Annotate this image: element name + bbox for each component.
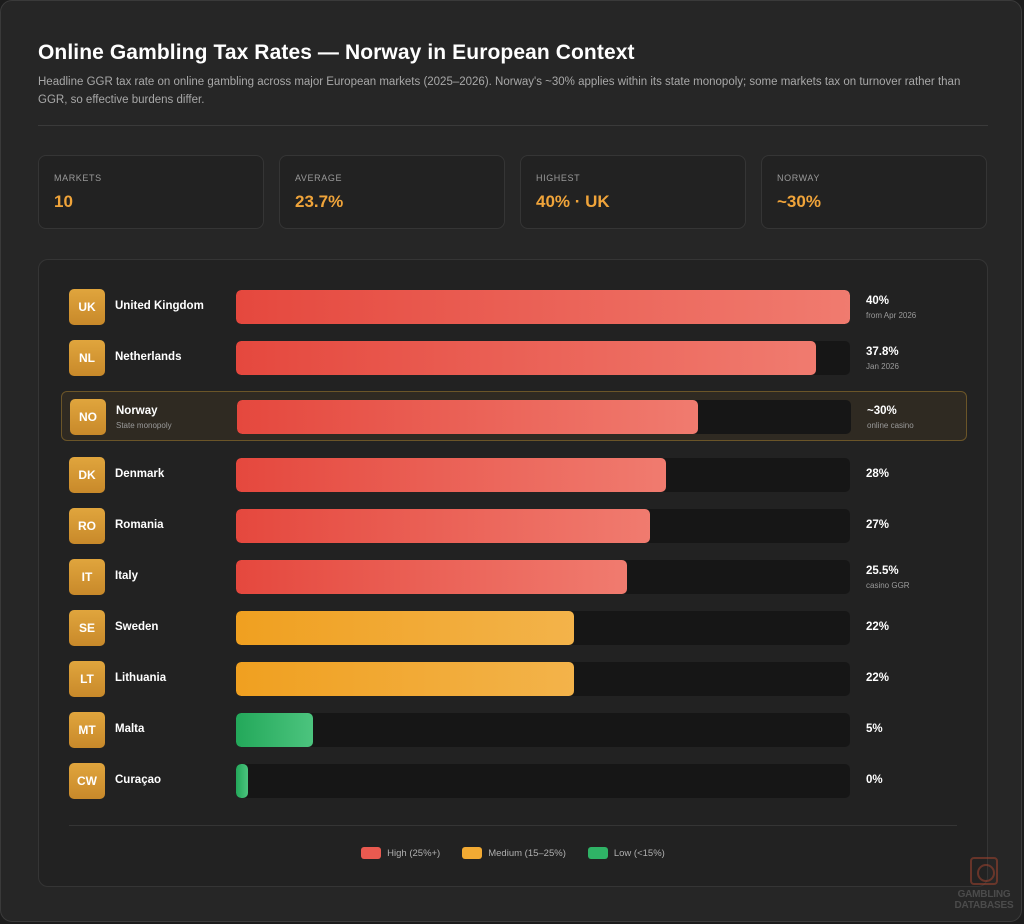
bar-row-no: NO Norway State monopoly ~30% online casino (61, 391, 967, 441)
bar-value-note: Jan 2026 (866, 362, 899, 371)
bar-row-nl: NL Netherlands 37.8% Jan 2026 (61, 333, 967, 383)
watermark-line-1: GAMBLING (957, 889, 1011, 900)
country-code-badge: DK (69, 457, 105, 493)
country-code-badge: RO (69, 508, 105, 544)
stat-card-norway: NORWAY ~30% (761, 155, 987, 229)
stat-value: 10 (54, 192, 73, 211)
stat-label: HIGHEST (536, 173, 581, 183)
legend-divider (69, 825, 957, 826)
bar-value-label: 37.8% (866, 346, 899, 358)
bar-track (236, 560, 850, 594)
country-name: Netherlands (115, 351, 182, 363)
country-name: Sweden (115, 621, 159, 633)
bar-lt (236, 662, 574, 696)
stat-value: 40% · UK (536, 192, 610, 211)
bar-row-ro: RO Romania 27% (61, 501, 967, 551)
country-code-badge: MT (69, 712, 105, 748)
bar-value-note: from Apr 2026 (866, 311, 917, 320)
bar-value-note: online casino (867, 421, 914, 430)
bar-track (236, 509, 850, 543)
bar-row-dk: DK Denmark 28% (61, 450, 967, 500)
bar-value-label: 40% (866, 295, 890, 307)
chart-title: Online Gambling Tax Rates — Norway in Eu… (38, 41, 635, 64)
legend-item-low: Low (<15%) (587, 845, 665, 861)
bar-nl (236, 341, 817, 375)
bar-row-cw: CW Curaçao 0% (61, 756, 967, 806)
stat-label: NORWAY (777, 173, 820, 183)
country-name: Romania (115, 519, 164, 531)
legend-label: Medium (15–25%) (488, 847, 566, 859)
header-divider (38, 125, 988, 126)
bar-value-label: 0% (866, 774, 883, 786)
bar-uk (236, 290, 850, 324)
country-name: Norway (116, 405, 158, 417)
roulette-icon (970, 857, 998, 885)
country-subnote: State monopoly (116, 421, 172, 430)
bar-row-mt: MT Malta 5% (61, 705, 967, 755)
country-code-badge: NO (70, 399, 106, 435)
bar-value-label: 28% (866, 468, 890, 480)
bar-track (236, 458, 850, 492)
bar-cw (236, 764, 248, 798)
bar-track (236, 290, 850, 324)
bar-row-lt: LT Lithuania 22% (61, 654, 967, 704)
country-code-badge: SE (69, 610, 105, 646)
bar-ro (236, 509, 651, 543)
bar-track (236, 764, 850, 798)
bar-value-label: 25.5% (866, 565, 899, 577)
stat-value: 23.7% (295, 192, 344, 211)
stat-label: MARKETS (54, 173, 102, 183)
country-code-badge: LT (69, 661, 105, 697)
watermark-line-2: DATABASES (954, 900, 1014, 911)
bar-value-label: 22% (866, 672, 890, 684)
country-code-badge: UK (69, 289, 105, 325)
legend-label: High (25%+) (387, 847, 441, 859)
legend-swatch (587, 847, 608, 859)
legend-swatch (462, 847, 483, 859)
bar-track (237, 400, 851, 434)
country-name: United Kingdom (115, 300, 204, 312)
bar-track (236, 341, 850, 375)
bar-row-se: SE Sweden 22% (61, 603, 967, 653)
stat-value: ~30% (777, 192, 821, 211)
chart-legend: High (25%+) Medium (15–25%) Low (<15%) (39, 845, 987, 861)
watermark: GAMBLING DATABASES (953, 857, 1015, 921)
bar-track (236, 611, 850, 645)
legend-swatch (361, 847, 382, 859)
bar-it (236, 560, 628, 594)
country-name: Malta (115, 723, 145, 735)
bar-chart-panel: UK United Kingdom 40% from Apr 2026 NL Nether… (38, 259, 988, 887)
bar-se (236, 611, 574, 645)
bar-row-uk: UK United Kingdom 40% from Apr 2026 (61, 282, 967, 332)
country-code-badge: CW (69, 763, 105, 799)
stat-cards: MARKETS 10 AVERAGE 23.7% HIGHEST 40% · U… (38, 155, 988, 229)
bar-value-label: 22% (866, 621, 890, 633)
legend-item-medium: Medium (15–25%) (462, 845, 566, 861)
bar-track (236, 713, 850, 747)
country-name: Italy (115, 570, 139, 582)
watermark-text: GAMBLING DATABASES (953, 889, 1015, 911)
bar-value-label: ~30% (867, 405, 897, 417)
stat-card-highest: HIGHEST 40% · UK (520, 155, 746, 229)
country-name: Lithuania (115, 672, 167, 684)
country-name: Denmark (115, 468, 165, 480)
bar-no (237, 400, 698, 434)
stat-label: AVERAGE (295, 173, 343, 183)
bar-mt (236, 713, 313, 747)
legend-label: Low (<15%) (613, 847, 665, 859)
bar-row-it: IT Italy 25.5% casino GGR (61, 552, 967, 602)
stat-card-average: AVERAGE 23.7% (279, 155, 505, 229)
bar-dk (236, 458, 666, 492)
bar-value-note: casino GGR (866, 581, 910, 590)
country-code-badge: NL (69, 340, 105, 376)
bar-value-label: 5% (866, 723, 883, 735)
chart-subtitle: Headline GGR tax rate on online gambling… (38, 76, 961, 106)
country-name: Curaçao (115, 774, 162, 786)
country-code-badge: IT (69, 559, 105, 595)
legend-item-high: High (25%+) (361, 845, 440, 861)
stat-card-markets: MARKETS 10 (38, 155, 264, 229)
bar-track (236, 662, 850, 696)
bar-value-label: 27% (866, 519, 890, 531)
